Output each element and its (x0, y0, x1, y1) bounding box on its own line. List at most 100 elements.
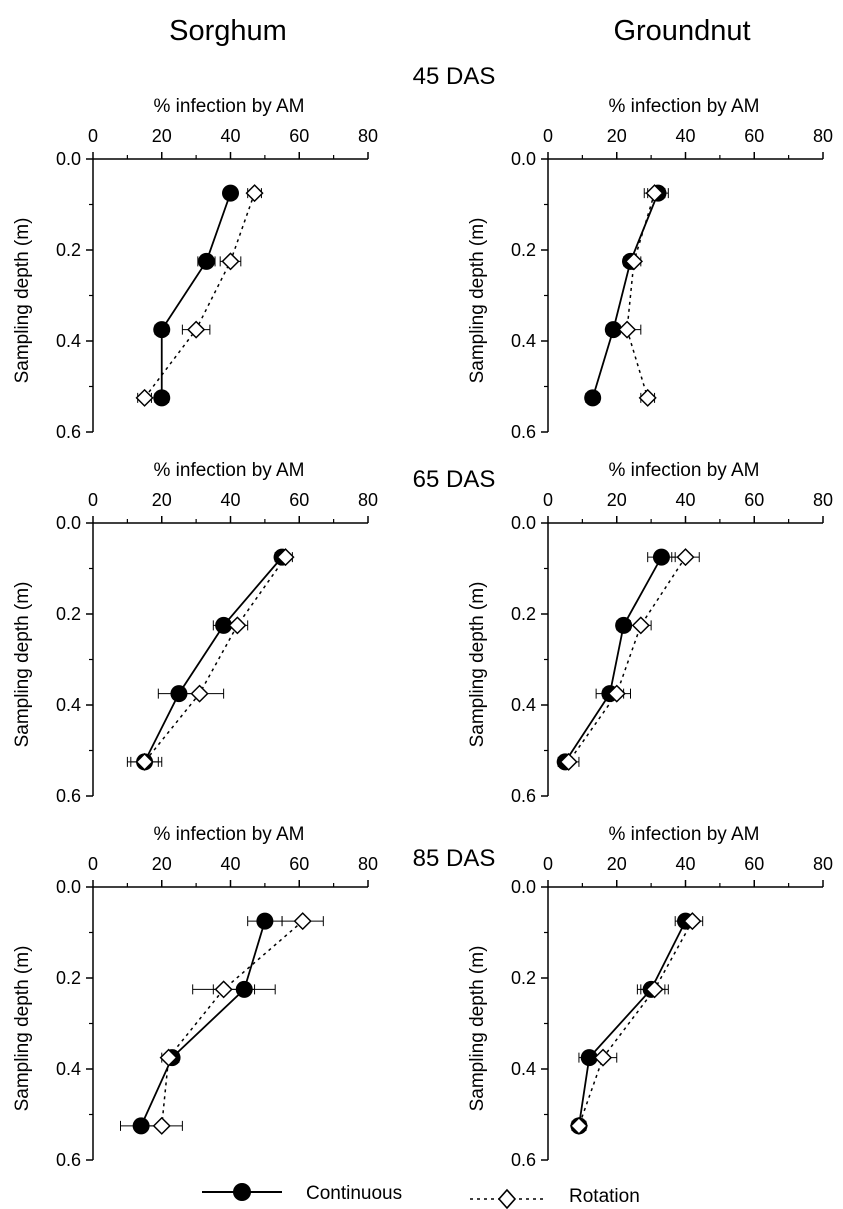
continuous-line (160, 192, 232, 398)
y-axis-label: Sampling depth (m) (12, 218, 33, 384)
rotation-point (135, 388, 154, 407)
y-axis-label: Sampling depth (m) (467, 218, 488, 384)
x-tick-label: 20 (607, 490, 627, 510)
x-tick-label: 20 (152, 854, 172, 874)
continuous-point (256, 912, 274, 930)
continuous-point (153, 321, 171, 339)
y-tick-label: 0.0 (56, 513, 81, 533)
rotation-point (607, 684, 626, 703)
continuous-point (235, 980, 253, 998)
y-tick-label: 0.0 (56, 149, 81, 169)
rotation-point (214, 980, 233, 999)
rotation-point (187, 320, 206, 339)
x-tick-label: 0 (88, 490, 98, 510)
x-tick-label: 60 (744, 490, 764, 510)
column-title-groundnut: Groundnut (613, 15, 750, 47)
continuous-point (222, 184, 239, 202)
continuous-point (215, 616, 233, 634)
rotation-point (676, 548, 695, 567)
continuous-point (615, 616, 633, 634)
continuous-point (132, 1117, 150, 1135)
y-tick-label: 0.4 (511, 331, 536, 351)
x-axis-label: % infection by AM (153, 96, 304, 117)
continuous-point (580, 1049, 598, 1067)
continuous-point (604, 321, 622, 339)
y-tick-label: 0.2 (56, 604, 81, 624)
legend-continuous-label: Continuous (306, 1183, 402, 1204)
y-tick-label: 0.2 (56, 240, 81, 260)
rotation-line (143, 192, 256, 399)
y-axis-label: Sampling depth (m) (467, 582, 488, 748)
rotation-point (221, 252, 240, 271)
x-tick-label: 40 (220, 126, 240, 146)
y-tick-label: 0.2 (511, 604, 536, 624)
y-tick-label: 0.0 (511, 149, 536, 169)
rotation-line (626, 192, 656, 399)
y-tick-label: 0.4 (56, 695, 81, 715)
x-tick-label: 20 (607, 854, 627, 874)
continuous-point (170, 685, 188, 703)
x-tick-label: 0 (543, 490, 553, 510)
continuous-line (578, 920, 687, 1127)
y-tick-label: 0.6 (56, 1150, 81, 1170)
y-tick-label: 0.0 (511, 513, 536, 533)
x-tick-label: 60 (744, 854, 764, 874)
rotation-line (143, 556, 287, 763)
chart-panel: 0 20 40 60 80 0.0 0.2 0.4 0.6 % infection by AM Sa… (12, 460, 378, 806)
chart-panel: 0 20 40 60 80 0.0 0.2 0.4 0.6 % infection by AM Sa… (467, 96, 833, 442)
continuous-point (153, 389, 171, 407)
y-axis-label: Sampling depth (m) (12, 582, 33, 748)
rotation-point (228, 616, 247, 635)
x-tick-label: 0 (543, 126, 553, 146)
legend-continuous-marker (233, 1183, 251, 1201)
x-tick-label: 60 (289, 854, 309, 874)
x-tick-label: 40 (675, 490, 695, 510)
x-tick-label: 0 (543, 854, 553, 874)
continuous-line (140, 920, 266, 1127)
y-tick-label: 0.0 (56, 877, 81, 897)
rotation-point (190, 684, 209, 703)
x-tick-label: 80 (813, 854, 833, 874)
rotation-point (559, 752, 578, 771)
rotation-point (569, 1116, 588, 1135)
y-tick-label: 0.2 (511, 968, 536, 988)
x-tick-label: 40 (675, 126, 695, 146)
x-tick-label: 80 (358, 854, 378, 874)
legend-rotation-marker (497, 1188, 517, 1209)
chart-panel: 0 20 40 60 80 0.0 0.2 0.4 0.6 % infection by AM Sa… (12, 96, 378, 442)
x-tick-label: 80 (358, 126, 378, 146)
y-tick-label: 0.6 (511, 786, 536, 806)
legend: Continuous Rotation (202, 1183, 640, 1209)
y-tick-label: 0.4 (511, 695, 536, 715)
x-tick-label: 0 (88, 854, 98, 874)
y-tick-label: 0.4 (56, 331, 81, 351)
stage-label-45: 45 DAS (413, 63, 496, 90)
x-axis-label: % infection by AM (608, 824, 759, 845)
rotation-point (624, 252, 643, 271)
x-tick-label: 40 (220, 854, 240, 874)
x-tick-label: 20 (152, 126, 172, 146)
stage-label-65: 65 DAS (413, 466, 496, 493)
rotation-point (135, 752, 154, 771)
x-axis-label: % infection by AM (608, 460, 759, 481)
legend-rotation-label: Rotation (569, 1186, 640, 1207)
continuous-line (564, 556, 663, 763)
rotation-line (578, 920, 694, 1127)
x-tick-label: 20 (152, 490, 172, 510)
continuous-line (143, 556, 283, 763)
x-tick-label: 80 (813, 126, 833, 146)
continuous-line (591, 192, 659, 399)
y-tick-label: 0.0 (511, 877, 536, 897)
rotation-point (645, 980, 664, 999)
x-tick-label: 60 (289, 126, 309, 146)
continuous-point (584, 389, 602, 407)
continuous-point (197, 252, 215, 270)
rotation-point (618, 320, 637, 339)
y-tick-label: 0.2 (511, 240, 536, 260)
x-tick-label: 80 (813, 490, 833, 510)
x-axis-label: % infection by AM (153, 824, 304, 845)
y-tick-label: 0.6 (56, 786, 81, 806)
y-tick-label: 0.4 (511, 1059, 536, 1079)
stage-label-85: 85 DAS (413, 845, 496, 872)
